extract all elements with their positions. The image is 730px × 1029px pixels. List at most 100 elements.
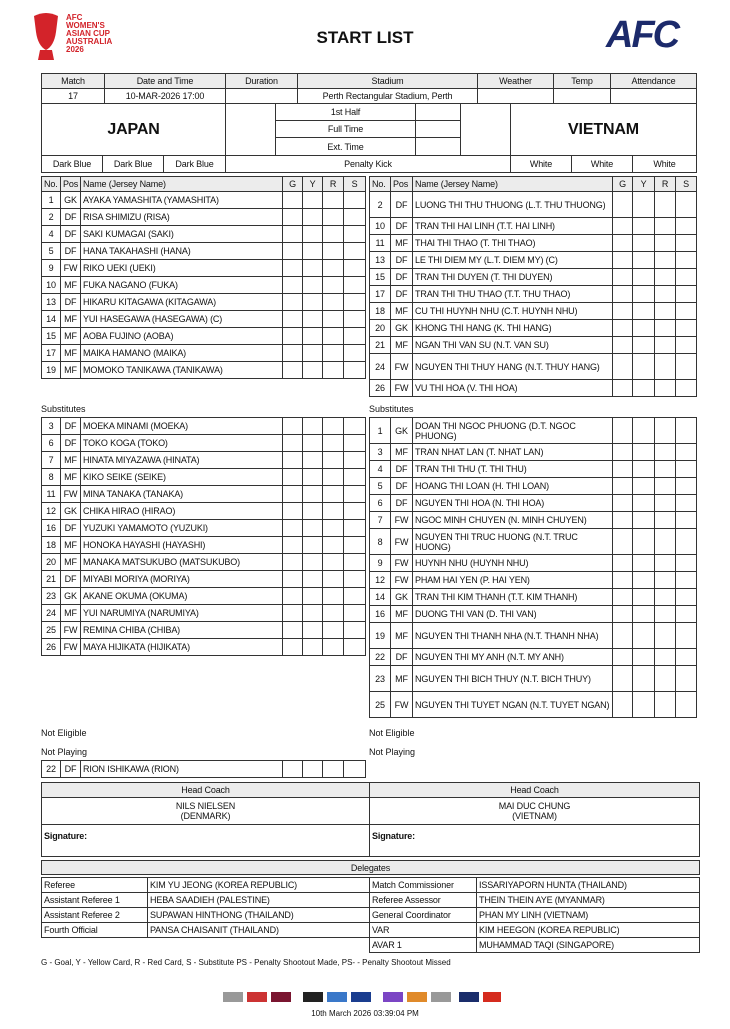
- jersey-number: 14: [41, 310, 61, 328]
- match-header-cell: Duration: [225, 73, 298, 89]
- stat-cell: [282, 242, 303, 260]
- stat-cell: [302, 361, 323, 379]
- stat-cell: [282, 502, 303, 520]
- delegate-name: PHAN MY LINH (VIETNAM): [476, 907, 700, 923]
- jersey-number: 10: [41, 276, 61, 294]
- stat-cell: [675, 571, 697, 589]
- jersey-number: 12: [41, 502, 61, 520]
- stat-cell: [302, 344, 323, 362]
- jersey-number: 3: [369, 443, 391, 461]
- position: DF: [390, 217, 413, 235]
- stat-cell: [322, 293, 344, 311]
- stat-cell: [322, 327, 344, 345]
- delegate-role: Referee Assessor: [369, 892, 477, 908]
- jersey-number: 4: [41, 225, 61, 243]
- lineup-header-cell: R: [654, 176, 676, 192]
- section-label: Substitutes: [41, 404, 86, 414]
- stat-cell: [282, 485, 303, 503]
- stat-cell: [612, 622, 633, 649]
- section-label: Not Playing: [369, 747, 416, 757]
- section-label: Not Playing: [41, 747, 88, 757]
- player-name: MOMOKO TANIKAWA (TANIKAWA): [80, 361, 283, 379]
- home-team-box: JAPAN: [41, 103, 226, 156]
- stat-cell: [343, 451, 366, 469]
- stat-cell: [343, 276, 366, 294]
- stat-cell: [675, 319, 697, 337]
- position: MF: [390, 665, 413, 692]
- stat-cell: [654, 443, 676, 461]
- stat-cell: [612, 417, 633, 444]
- jersey-number: 23: [41, 587, 61, 605]
- stat-cell: [322, 361, 344, 379]
- player-name: AOBA FUJINO (AOBA): [80, 327, 283, 345]
- lineup-header-cell: Pos: [390, 176, 413, 192]
- stat-cell: [343, 760, 366, 778]
- stat-cell: [282, 310, 303, 328]
- stat-cell: [612, 571, 633, 589]
- jersey-number: 20: [369, 319, 391, 337]
- stat-cell: [322, 587, 344, 605]
- stat-cell: [282, 276, 303, 294]
- player-name: TRAN THI HAI LINH (T.T. HAI LINH): [412, 217, 613, 235]
- section-label: Not Eligible: [41, 728, 87, 738]
- score-box: [460, 103, 511, 156]
- stat-cell: [322, 344, 344, 362]
- stat-cell: [612, 554, 633, 572]
- stat-cell: [302, 310, 323, 328]
- stat-cell: [322, 570, 344, 588]
- lineup-header-cell: Y: [632, 176, 655, 192]
- position: MF: [60, 361, 81, 379]
- stat-cell: [302, 191, 323, 209]
- stat-cell: [654, 217, 676, 235]
- stat-cell: [343, 604, 366, 622]
- jersey-number: 26: [41, 638, 61, 656]
- stat-cell: [282, 208, 303, 226]
- player-name: TRAN THI THU THAO (T.T. THU THAO): [412, 285, 613, 303]
- match-value-cell: [610, 88, 697, 104]
- stat-cell: [612, 443, 633, 461]
- position: DF: [390, 191, 413, 218]
- stat-cell: [675, 353, 697, 380]
- stat-cell: [632, 417, 655, 444]
- stat-cell: [302, 760, 323, 778]
- position: DF: [60, 434, 81, 452]
- match-value-cell: 17: [41, 88, 105, 104]
- page-title: START LIST: [316, 28, 414, 47]
- stat-cell: [322, 638, 344, 656]
- jersey-number: 14: [369, 588, 391, 606]
- position: GK: [60, 587, 81, 605]
- jersey-number: 13: [369, 251, 391, 269]
- stat-cell: [632, 665, 655, 692]
- stat-cell: [612, 605, 633, 623]
- position: DF: [60, 417, 81, 435]
- stat-cell: [675, 622, 697, 649]
- position: MF: [60, 536, 81, 554]
- stat-cell: [675, 217, 697, 235]
- jersey-number: 2: [41, 208, 61, 226]
- position: FW: [60, 638, 81, 656]
- stat-cell: [322, 434, 344, 452]
- stat-cell: [612, 511, 633, 529]
- player-name: CHIKA HIRAO (HIRAO): [80, 502, 283, 520]
- stat-cell: [654, 460, 676, 478]
- stat-cell: [302, 276, 323, 294]
- stat-cell: [282, 327, 303, 345]
- stat-cell: [654, 554, 676, 572]
- stat-cell: [343, 468, 366, 486]
- player-name: VU THI HOA (V. THI HOA): [412, 379, 613, 397]
- jersey-number: 21: [41, 570, 61, 588]
- stat-cell: [632, 622, 655, 649]
- stat-cell: [632, 217, 655, 235]
- position: MF: [390, 605, 413, 623]
- stat-cell: [632, 605, 655, 623]
- jersey-number: 24: [369, 353, 391, 380]
- stat-cell: [282, 570, 303, 588]
- stat-cell: [612, 319, 633, 337]
- stat-cell: [302, 621, 323, 639]
- logo-line: ASIAN CUP: [66, 29, 111, 38]
- stat-cell: [612, 460, 633, 478]
- player-name: CU THI HUYNH NHU (C.T. HUYNH NHU): [412, 302, 613, 320]
- jersey-number: 21: [369, 336, 391, 354]
- afc-logo: AFC: [606, 14, 680, 56]
- stat-cell: [632, 353, 655, 380]
